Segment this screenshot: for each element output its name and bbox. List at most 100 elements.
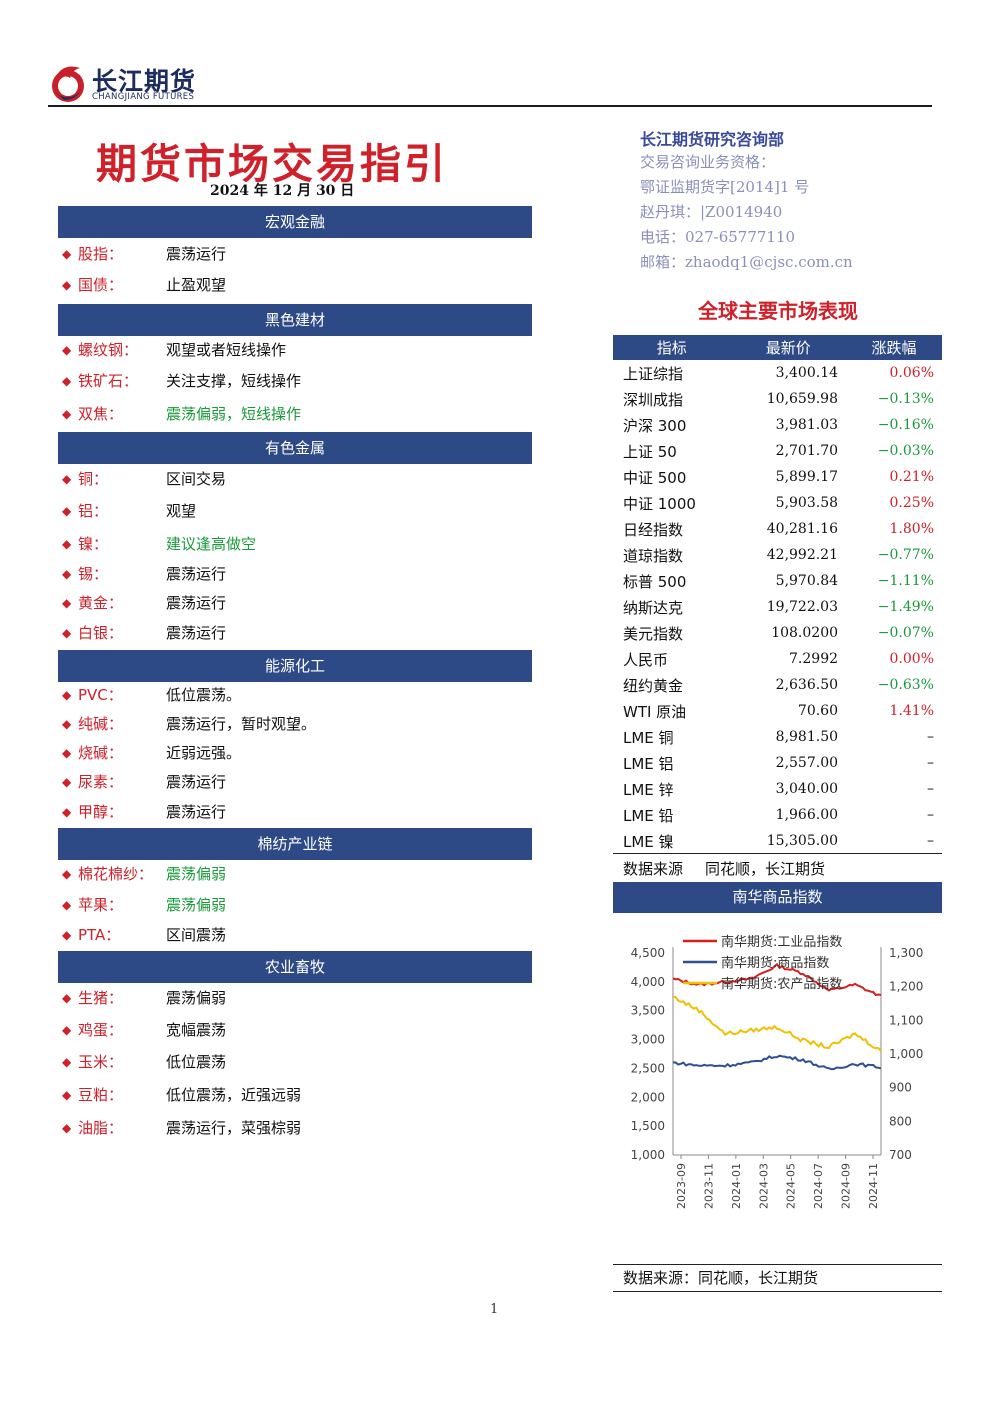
diamond-bullet-icon: ◆	[62, 1023, 72, 1037]
table-cell: 0.00%	[889, 651, 934, 667]
table-row: LME 铝 2,557.00 –	[613, 750, 942, 776]
table-row: 道琼指数 42,992.21 −0.77%	[613, 542, 942, 568]
table-cell: 10,659.98	[766, 391, 839, 407]
table-row: WTI 原油 70.60 1.41%	[613, 698, 942, 724]
table-row: 上证 50 2,701.70 −0.03%	[613, 438, 942, 464]
x-tick-label: 2024-11	[867, 1163, 880, 1209]
table-cell: −0.63%	[877, 677, 934, 693]
table-cell: 5,970.84	[775, 573, 839, 589]
section-header-agriculture: 农业畜牧	[58, 951, 532, 983]
table-row: 中证 1000 5,903.58 0.25%	[613, 490, 942, 516]
diamond-bullet-icon: ◆	[62, 343, 72, 357]
table-cell: 40,281.16	[766, 521, 839, 537]
table-cell: LME 镍	[623, 832, 674, 851]
right-tick-label: 1,200	[889, 980, 923, 994]
list-item: ◆ 油脂： 震荡运行，菜强棕弱	[62, 1119, 302, 1137]
table-cell: LME 铜	[623, 728, 674, 747]
left-tick-label: 2,000	[631, 1090, 665, 1104]
table-cell: 2,636.50	[775, 677, 839, 693]
diamond-bullet-icon: ◆	[62, 596, 72, 610]
diamond-bullet-icon: ◆	[62, 247, 72, 261]
x-tick-label: 2024-03	[757, 1163, 770, 1209]
table-row: 纽约黄金 2,636.50 −0.63%	[613, 672, 942, 698]
left-tick-label: 3,500	[631, 1004, 665, 1018]
table-cell: −1.11%	[877, 573, 934, 589]
table-cell: –	[927, 781, 934, 797]
list-item: ◆ 白银： 震荡运行	[62, 624, 227, 642]
table-cell: 1.80%	[889, 521, 934, 537]
table-row: 中证 500 5,899.17 0.21%	[613, 464, 942, 490]
list-item: ◆ PTA： 区间震荡	[62, 926, 227, 944]
diamond-bullet-icon: ◆	[62, 805, 72, 819]
legend-label: 南华期货:商品指数	[721, 955, 829, 971]
left-tick-label: 2,500	[631, 1061, 665, 1075]
list-item: ◆ 双焦： 震荡偏弱，短线操作	[62, 405, 302, 423]
table-cell: 70.60	[797, 703, 839, 719]
table-cell: 3,981.03	[775, 417, 839, 433]
table-cell: 7.2992	[789, 651, 839, 667]
chart-data-source: 数据来源：同花顺，长江期货	[613, 1264, 942, 1292]
section-header-textile: 棉纺产业链	[58, 828, 532, 860]
section-header-nonferrous: 有色金属	[58, 432, 532, 464]
table-row: LME 铜 8,981.50 –	[613, 724, 942, 750]
table-cell: 3,400.14	[775, 365, 839, 381]
table-cell: 上证综指	[623, 364, 684, 383]
left-tick-label: 1,500	[631, 1119, 665, 1133]
list-item: ◆ 螺纹钢： 观望或者短线操作	[62, 341, 287, 359]
report-date: 2024 年 12 月 30 日	[210, 183, 355, 199]
page-title: 期货市场交易指引	[96, 140, 448, 188]
source-value: 同花顺，长江期货	[705, 860, 826, 878]
diamond-bullet-icon: ◆	[62, 567, 72, 581]
list-item: ◆ 生猪： 震荡偏弱	[62, 989, 227, 1007]
diamond-bullet-icon: ◆	[62, 1121, 72, 1135]
table-cell: 深圳成指	[623, 390, 684, 409]
diamond-bullet-icon: ◆	[62, 537, 72, 551]
column-header: 指标	[613, 335, 731, 360]
table-row: 人民币 7.2992 0.00%	[613, 646, 942, 672]
table-row: 美元指数 108.0200 −0.07%	[613, 620, 942, 646]
logo-subtitle: CHANGJIANG FUTURES	[92, 92, 195, 102]
list-item: ◆ 铁矿石： 关注支撑，短线操作	[62, 372, 302, 390]
x-tick-label: 2024-07	[812, 1163, 825, 1209]
right-tick-label: 1,300	[889, 946, 923, 960]
left-tick-label: 4,000	[631, 975, 665, 989]
diamond-bullet-icon: ◆	[62, 717, 72, 731]
email-address: 邮箱：zhaodq1@cjsc.com.cn	[640, 253, 853, 271]
diamond-bullet-icon: ◆	[62, 688, 72, 702]
diamond-bullet-icon: ◆	[62, 374, 72, 388]
table-cell: 0.25%	[889, 495, 934, 511]
diamond-bullet-icon: ◆	[62, 1055, 72, 1069]
table-cell: –	[927, 833, 934, 849]
table-cell: LME 锌	[623, 780, 674, 799]
column-header: 最新价	[730, 335, 847, 360]
table-cell: −0.13%	[877, 391, 934, 407]
column-header: 涨跌幅	[846, 335, 942, 360]
diamond-bullet-icon: ◆	[62, 472, 72, 486]
table-cell: 上证 50	[623, 442, 677, 461]
list-item: ◆ 棉花棉纱： 震荡偏弱	[62, 865, 227, 883]
list-item: ◆ 铜： 区间交易	[62, 470, 227, 488]
table-cell: LME 铅	[623, 806, 674, 825]
list-item: ◆ 苹果： 震荡偏弱	[62, 896, 227, 914]
list-item: ◆ 烧碱： 近弱远强。	[62, 744, 242, 762]
table-cell: −0.03%	[877, 443, 934, 459]
list-item: ◆ 玉米： 低位震荡	[62, 1053, 227, 1071]
diamond-bullet-icon: ◆	[62, 504, 72, 518]
list-item: ◆ 尿素： 震荡运行	[62, 773, 227, 791]
x-tick-label: 2023-09	[675, 1163, 688, 1209]
section-header-energy: 能源化工	[58, 650, 532, 682]
diamond-bullet-icon: ◆	[62, 991, 72, 1005]
list-item: ◆ 股指： 震荡运行	[62, 245, 227, 263]
company-logo: 长江期货 CHANGJIANG FUTURES	[48, 60, 248, 106]
table-cell: –	[927, 755, 934, 771]
table-row: LME 镍 15,305.00 –	[613, 828, 942, 854]
table-cell: 108.0200	[771, 625, 839, 641]
x-tick-label: 2024-01	[730, 1163, 743, 1209]
list-item: ◆ 豆粕： 低位震荡，近强远弱	[62, 1086, 302, 1104]
list-item: ◆ 鸡蛋： 宽幅震荡	[62, 1021, 227, 1039]
dragon-logo-icon	[52, 66, 84, 102]
table-cell: 5,899.17	[775, 469, 839, 485]
list-item: ◆ 铝： 观望	[62, 502, 197, 520]
header-rule	[48, 105, 932, 107]
table-cell: –	[927, 807, 934, 823]
